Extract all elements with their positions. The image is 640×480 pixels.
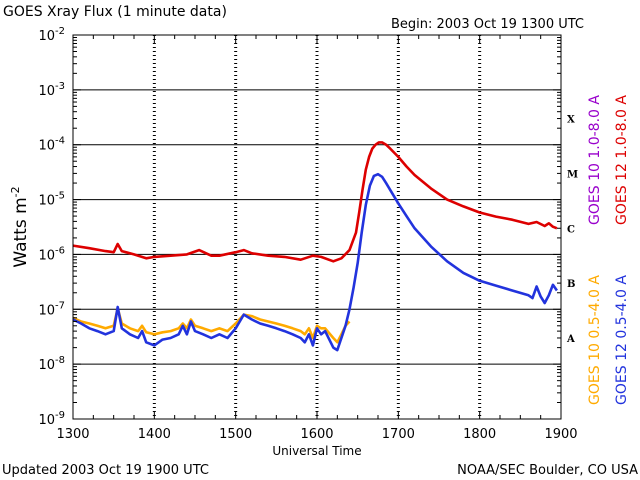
y-tick-label: 10-9 [38,410,65,428]
x-tick-label: 1300 [56,427,89,442]
y-tick-label: 10-2 [38,26,65,44]
legend: GOES 10 1.0-8.0 A GOES 12 1.0-8.0 A GOES 1… [587,95,630,405]
begin-time: Begin: 2003 Oct 19 1300 UTC [391,17,584,32]
flare-class-m: M [567,169,578,180]
flare-class-c: C [567,224,575,235]
x-tick-label: 1400 [138,427,171,442]
x-tick-label: 1600 [300,427,333,442]
x-axis-ticks: 1300 1400 1500 1600 1700 1800 1900 [56,35,578,442]
flare-class-b: B [567,279,575,290]
y-axis-ticks: 10-9 10-8 10-7 10-6 10-5 10-4 10-3 10-2 [38,26,561,428]
series-line-goes-12-0-5-4-0-a [72,172,558,352]
x-tick-label: 1500 [219,427,252,442]
flare-class-a: A [566,334,575,345]
x-tick-label: 1700 [382,427,415,442]
updated-time: Updated 2003 Oct 19 1900 UTC [2,463,209,478]
y-axis-label: Watts m-2 [9,186,31,267]
y-tick-label: 10-8 [38,355,65,373]
flare-class-x: X [567,115,575,126]
series-line-goes-12-1-0-8-0-a [72,141,558,263]
flare-class-labels: A B C M X [566,115,578,345]
grid-layer [73,35,561,419]
legend-item-4: GOES 12 0.5-4.0 A [614,275,630,405]
y-tick-label: 10-3 [38,81,65,99]
legend-item-1: GOES 10 1.0-8.0 A [587,95,603,225]
y-tick-label: 10-4 [38,136,65,154]
x-axis-label: Universal Time [272,444,361,458]
x-tick-label: 1800 [463,427,496,442]
series-layer [72,141,558,352]
y-tick-label: 10-5 [38,191,65,209]
y-tick-label: 10-6 [38,245,65,263]
chart-title: GOES Xray Flux (1 minute data) [3,4,227,20]
legend-item-3: GOES 10 0.5-4.0 A [587,275,603,405]
x-tick-label: 1900 [544,427,577,442]
y-tick-label: 10-7 [38,300,65,318]
credit: NOAA/SEC Boulder, CO USA [457,463,638,478]
legend-item-2: GOES 12 1.0-8.0 A [614,95,630,225]
